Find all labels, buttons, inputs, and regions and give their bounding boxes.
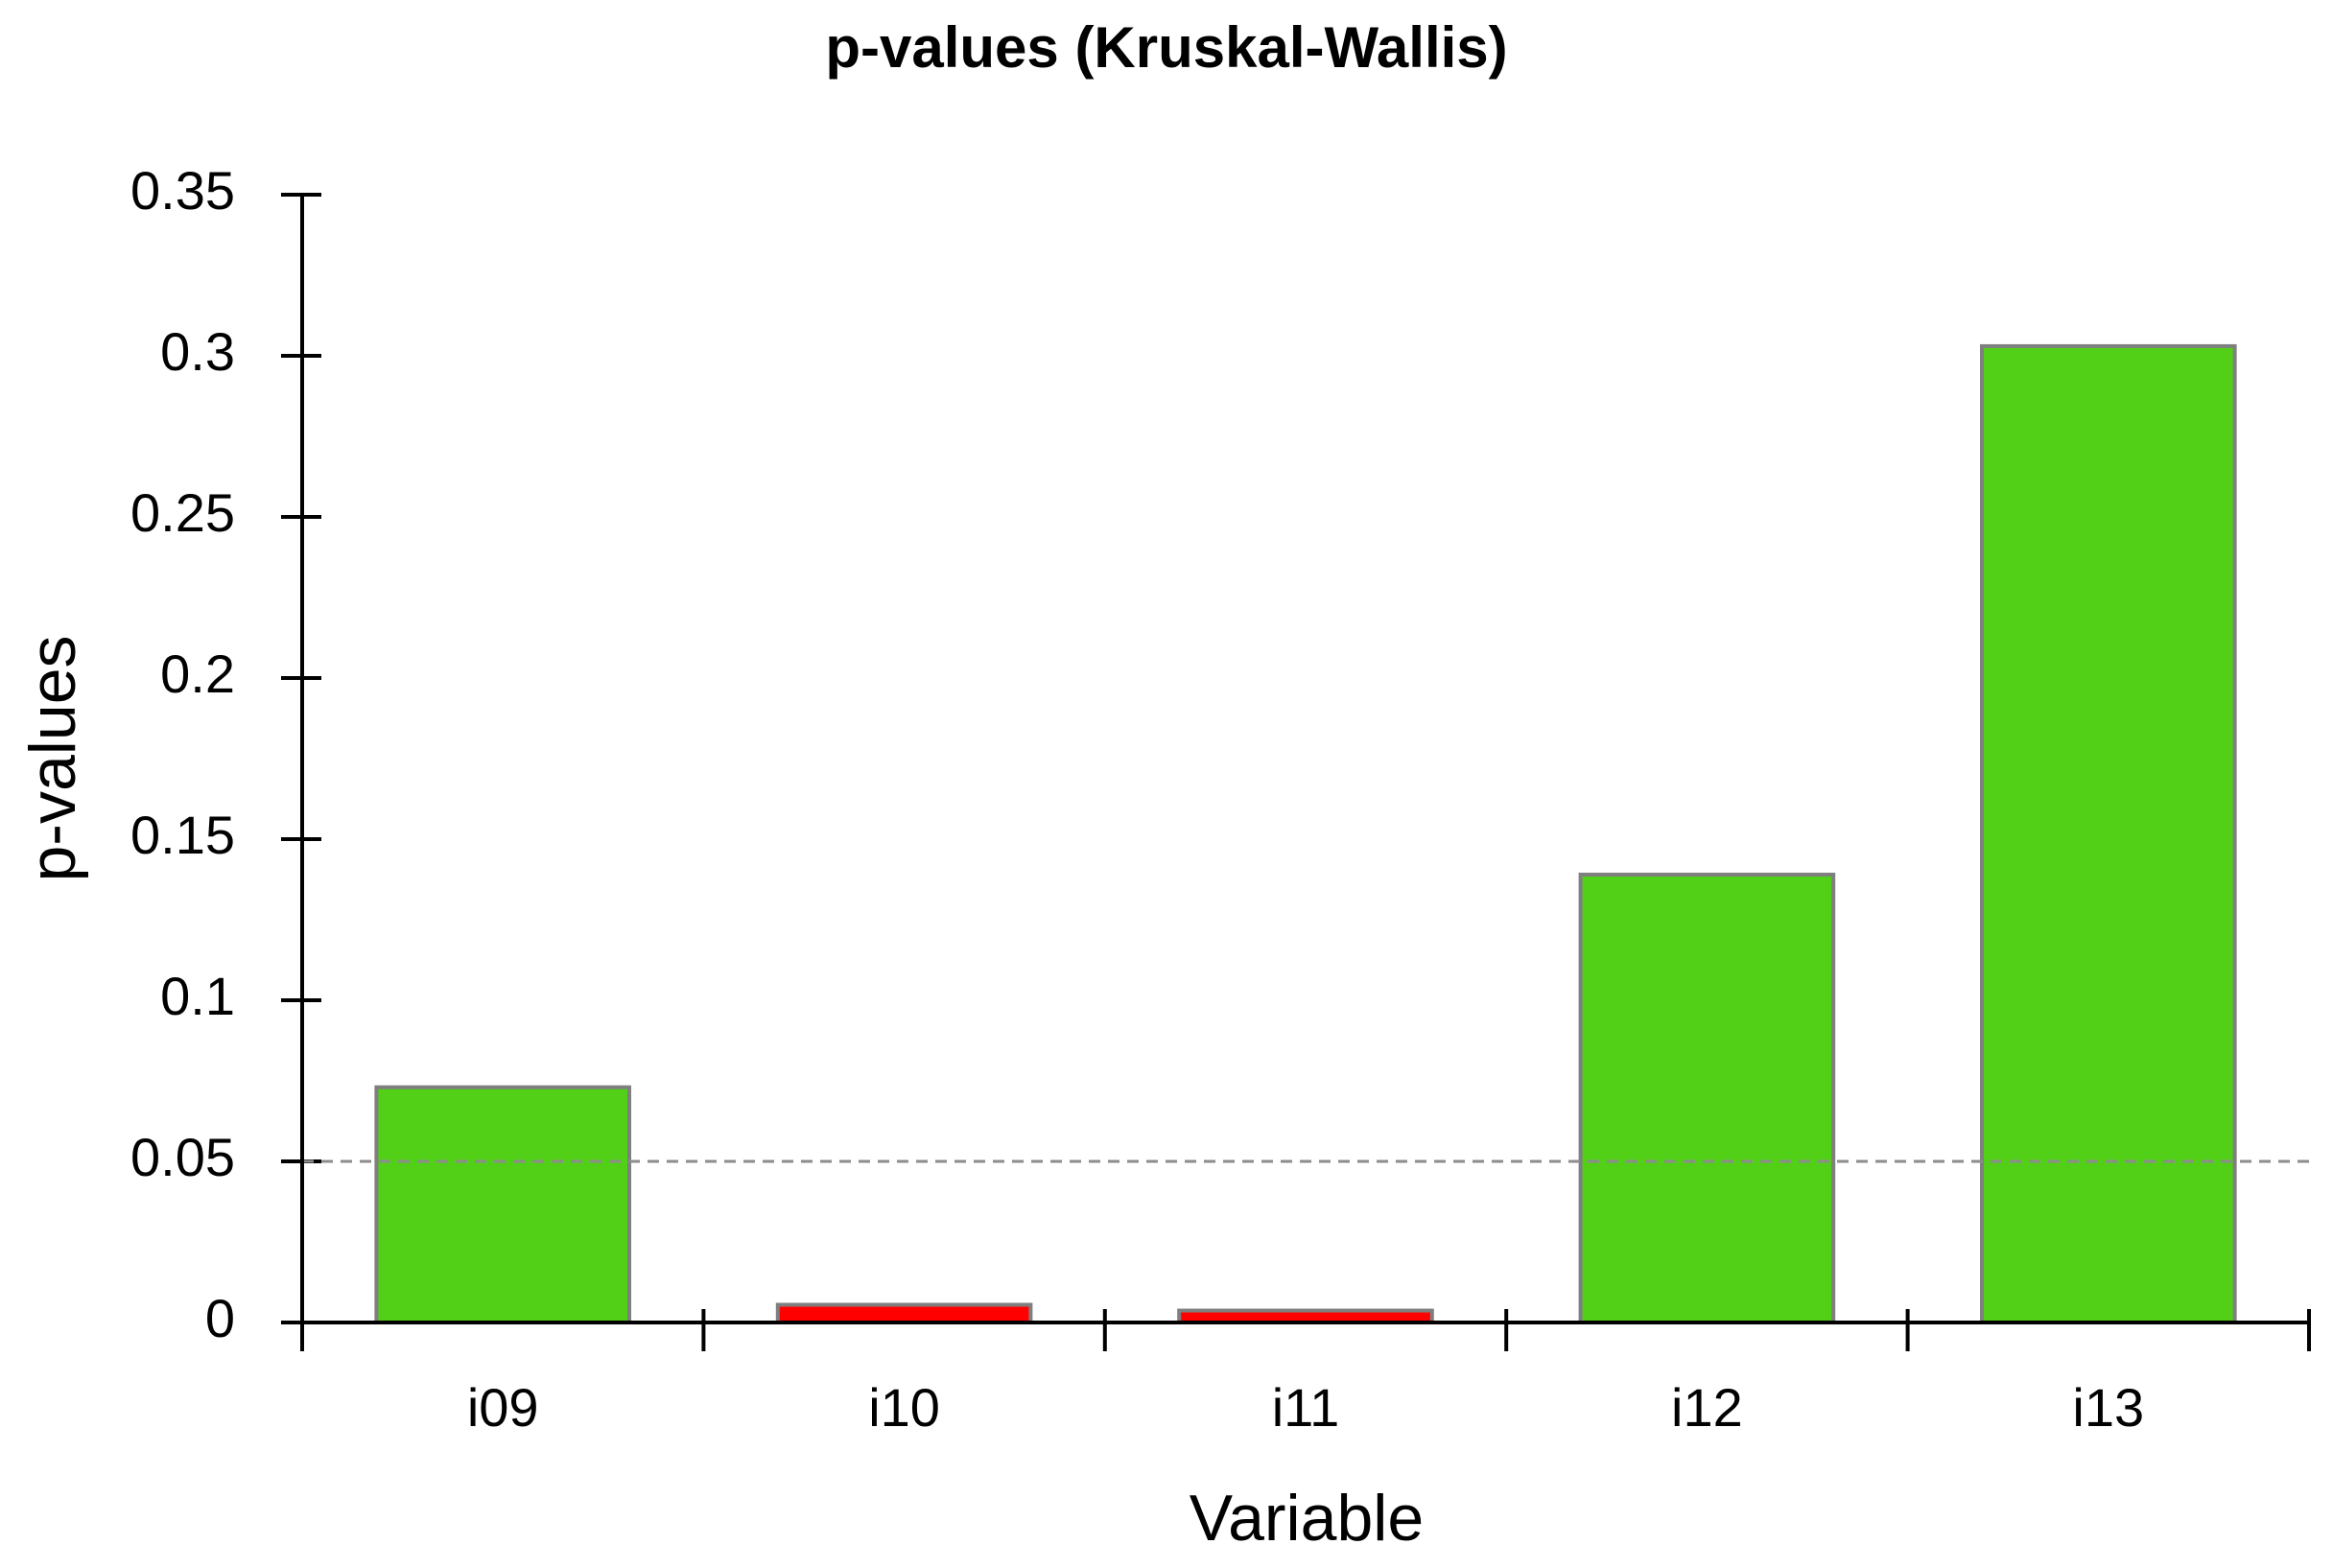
y-tick-label: 0 <box>205 1288 235 1348</box>
x-axis-label: Variable <box>1190 1482 1424 1555</box>
x-tick-label: i13 <box>2072 1377 2144 1438</box>
y-tick-label: 0.2 <box>160 644 235 704</box>
x-tick-label: i10 <box>868 1377 940 1438</box>
y-tick-label: 0.15 <box>130 805 235 865</box>
y-tick-label: 0.3 <box>160 321 235 382</box>
chart-title: p-values (Kruskal-Wallis) <box>825 15 1507 80</box>
bar <box>775 1302 1033 1325</box>
x-tick-label: i09 <box>467 1377 539 1438</box>
x-tick-label: i11 <box>1272 1377 1340 1438</box>
y-tick-label: 0.25 <box>130 482 235 543</box>
y-tick-label: 0.1 <box>160 966 235 1026</box>
y-axis-label: p-values <box>16 635 89 881</box>
x-tick-label: i12 <box>1671 1377 1743 1438</box>
y-tick-label: 0.05 <box>130 1127 235 1187</box>
bar <box>1578 872 1836 1325</box>
bar <box>1980 343 2237 1325</box>
y-tick-label: 0.35 <box>130 160 235 221</box>
bar <box>374 1085 631 1324</box>
